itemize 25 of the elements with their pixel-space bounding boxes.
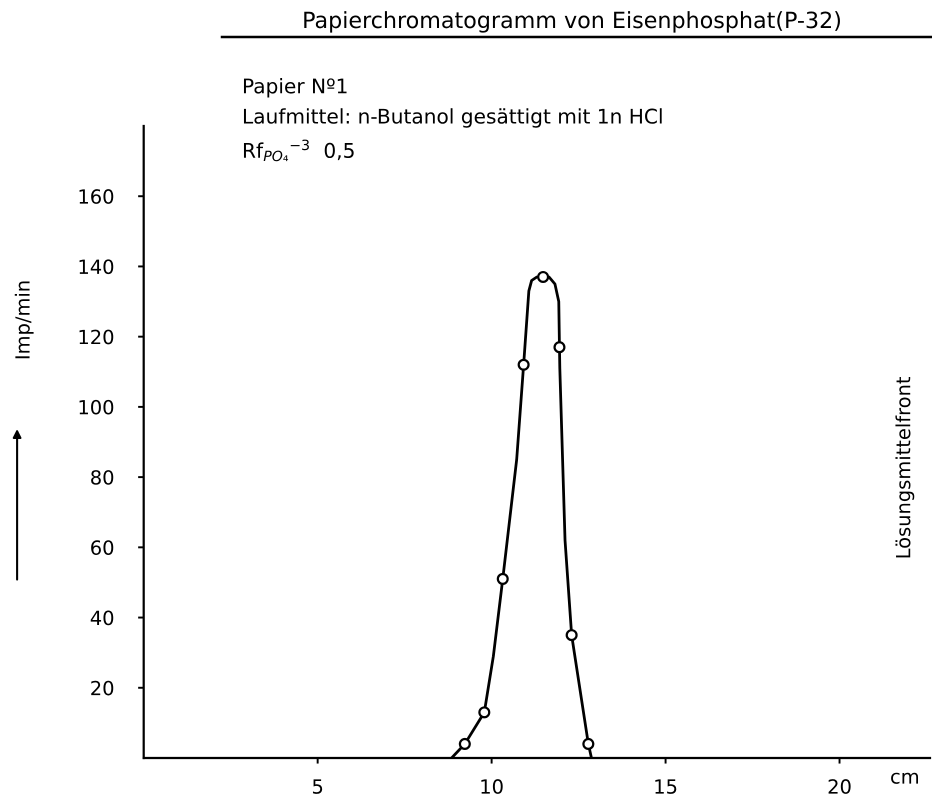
point — [553, 341, 566, 354]
y-tick-label: 160 — [80, 189, 114, 204]
chart-title: Papierchromatogramm von Eisenphosphat(P-32) — [304, 11, 840, 33]
point — [537, 270, 550, 283]
y-tick-label: 40 — [90, 610, 114, 626]
x-tick-label: 5 — [312, 779, 322, 794]
y-tick-label: 100 — [80, 400, 114, 415]
x-tick-label: 15 — [655, 779, 676, 794]
annotation: Lösungsmittelfront — [895, 376, 914, 558]
point — [566, 629, 578, 642]
point — [496, 572, 509, 585]
y-tick-label: 60 — [91, 540, 114, 555]
y-tick-label: 80 — [91, 470, 114, 485]
x-tick-label: 20 — [828, 779, 851, 794]
y-tick-label: 140 — [80, 259, 114, 274]
x-axis-title: cm — [891, 772, 918, 784]
x-tick-label: 10 — [481, 779, 503, 794]
chart-subtitle: Papier Nº1 Laufmittel: n-Butanol gesättigt mit 1n HCl Rf$_{PO₄}$$^{−3}$ 0,5 — [244, 78, 662, 162]
y-axis-title: Imp/min — [14, 282, 34, 358]
y-tick-label: 20 — [91, 680, 114, 696]
point — [518, 358, 530, 371]
point — [458, 738, 471, 750]
point — [582, 738, 594, 750]
y-tick-label: 120 — [80, 330, 114, 344]
point — [478, 706, 490, 718]
